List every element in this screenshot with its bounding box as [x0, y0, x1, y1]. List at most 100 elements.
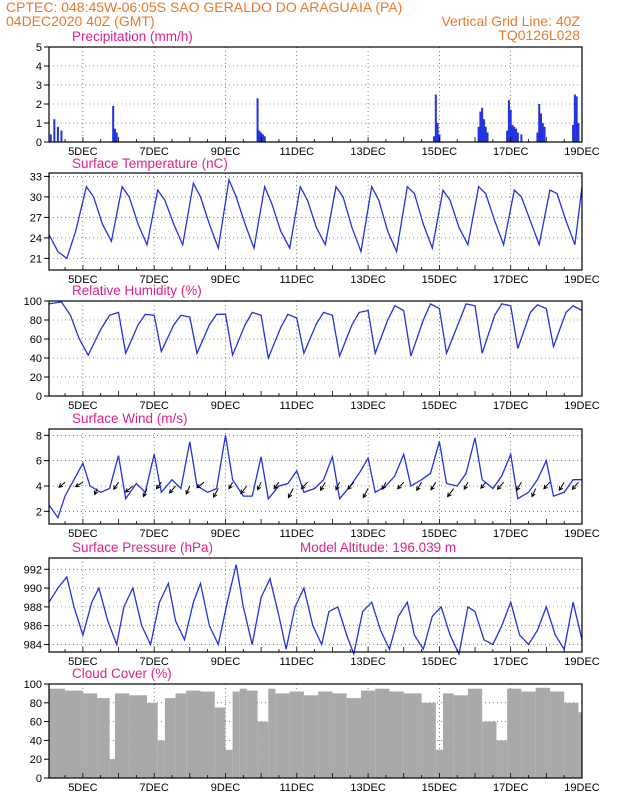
precip-bar — [572, 124, 575, 142]
precip-bar — [520, 134, 523, 142]
cloud-bar — [200, 691, 215, 778]
temp-frame — [48, 172, 583, 271]
wind-vector — [228, 481, 234, 489]
cloud-bar — [214, 707, 226, 778]
wind-vector-head — [430, 485, 435, 491]
cloud-bar — [97, 698, 110, 778]
cloud-bar — [332, 693, 347, 778]
precip-bar — [49, 134, 52, 142]
precip-bar — [113, 128, 116, 142]
cloud-ytick-label: 60 — [30, 717, 42, 729]
cloud-bar — [442, 693, 454, 778]
precip-bar — [53, 119, 56, 142]
precip-xtick-label: 13DEC — [350, 146, 386, 158]
cloud-bar — [65, 690, 83, 778]
precip-bar — [536, 132, 539, 142]
wind-vector-head — [531, 492, 536, 498]
humidity-ytick-label: 100 — [24, 296, 42, 308]
pressure-xtick-label: 15DEC — [422, 656, 458, 668]
wind-vector-head — [273, 484, 278, 490]
wind-vector — [301, 481, 308, 490]
cloud-bar — [564, 702, 579, 778]
precip-bar — [540, 113, 542, 142]
humidity-xtick-label: 11DEC — [279, 400, 314, 412]
humidity-panel: 0 20 40 60 80 100 5DEC 7DEC 9DEC 11DEC 13DEC 15DEC 1… — [24, 296, 600, 412]
precip-frame — [48, 46, 583, 143]
header-model-code: TQ0126L028 — [498, 27, 580, 43]
precip-bar — [115, 132, 118, 142]
pressure-xtick-label: 17DEC — [493, 656, 529, 668]
wind-vector-head — [213, 493, 218, 498]
humidity-xtick-label: 17DEC — [493, 400, 529, 412]
cloud-bar — [467, 688, 483, 778]
cloud-bar — [164, 698, 176, 778]
humidity-ytick-label: 60 — [30, 334, 42, 346]
humidity-xtick-label: 5DEC — [68, 400, 97, 412]
wind-vector — [335, 481, 341, 490]
wind-ytick-label: 8 — [36, 430, 42, 442]
wind-vector — [430, 481, 437, 490]
wind-vector-head — [155, 484, 161, 490]
wind-vector — [169, 485, 176, 494]
wind-vector-head — [196, 483, 201, 489]
precip-bar — [256, 98, 259, 142]
precip-ytick-label: 1 — [36, 118, 42, 130]
pressure-xtick-label: 9DEC — [211, 656, 240, 668]
header-grid-line: Vertical Grid Line: 40Z — [441, 13, 580, 29]
wind-vector — [196, 481, 205, 489]
precip-bar — [538, 104, 541, 142]
wind-vector — [447, 488, 455, 497]
cloud-bar — [578, 712, 582, 778]
precip-bar — [60, 130, 63, 142]
cloud-bar — [346, 698, 361, 778]
precip-ytick-label: 4 — [36, 61, 42, 73]
precip-bar — [575, 96, 578, 142]
wind-xtick-label: 19DEC — [564, 528, 600, 540]
wind-vector-head — [74, 482, 80, 488]
pressure-ytick-label: 990 — [24, 583, 42, 595]
humidity-ytick-label: 20 — [30, 372, 42, 384]
precip-bar — [543, 126, 546, 142]
wind-xtick-label: 17DEC — [493, 528, 529, 540]
cloud-title: Cloud Cover (%) — [72, 666, 172, 681]
wind-xtick-label: 7DEC — [140, 528, 169, 540]
precip-bar — [509, 109, 512, 142]
cloud-xtick-label: 5DEC — [68, 782, 97, 794]
precip-bar — [516, 132, 519, 142]
temp-ytick-label: 33 — [30, 171, 42, 183]
header-location: CPTEC: 048:45W-06:05S SAO GERALDO DO ARA… — [6, 0, 402, 15]
precip-bar — [515, 128, 518, 142]
cloud-bar — [82, 693, 98, 778]
humidity-frame — [48, 300, 583, 397]
cloud-xtick-label: 7DEC — [140, 782, 169, 794]
precip-bar — [56, 126, 59, 142]
wind-vector — [257, 481, 262, 490]
wind-vector — [531, 488, 537, 497]
cloud-bar — [232, 691, 240, 778]
cloud-bar — [535, 687, 550, 778]
humidity-xtick-label: 15DEC — [422, 400, 458, 412]
precip-ytick-label: 5 — [36, 42, 42, 54]
wind-vector — [543, 481, 551, 490]
precip-xtick-label: 15DEC — [422, 146, 458, 158]
cloud-bar — [114, 693, 130, 778]
wind-vector — [516, 481, 522, 491]
wind-vector-head — [463, 485, 468, 491]
humidity-title: Relative Humidity (%) — [72, 283, 202, 298]
wind-ytick-label: 6 — [36, 456, 42, 468]
wind-vector-head — [228, 484, 233, 490]
pressure-ytick-label: 984 — [24, 639, 42, 651]
pressure-xtick-label: 11DEC — [279, 656, 314, 668]
humidity-ytick-label: 80 — [30, 315, 42, 327]
wind-vector — [125, 485, 134, 493]
precip-bar — [433, 136, 436, 142]
cloud-bar — [318, 691, 333, 778]
wind-vector-head — [319, 486, 325, 492]
temp-ytick-label: 27 — [30, 212, 42, 224]
humidity-series-line — [48, 301, 583, 361]
wind-vector — [463, 481, 469, 490]
wind-series-line — [48, 435, 582, 520]
wind-vector-head — [397, 484, 402, 490]
precip-bar — [481, 107, 484, 142]
